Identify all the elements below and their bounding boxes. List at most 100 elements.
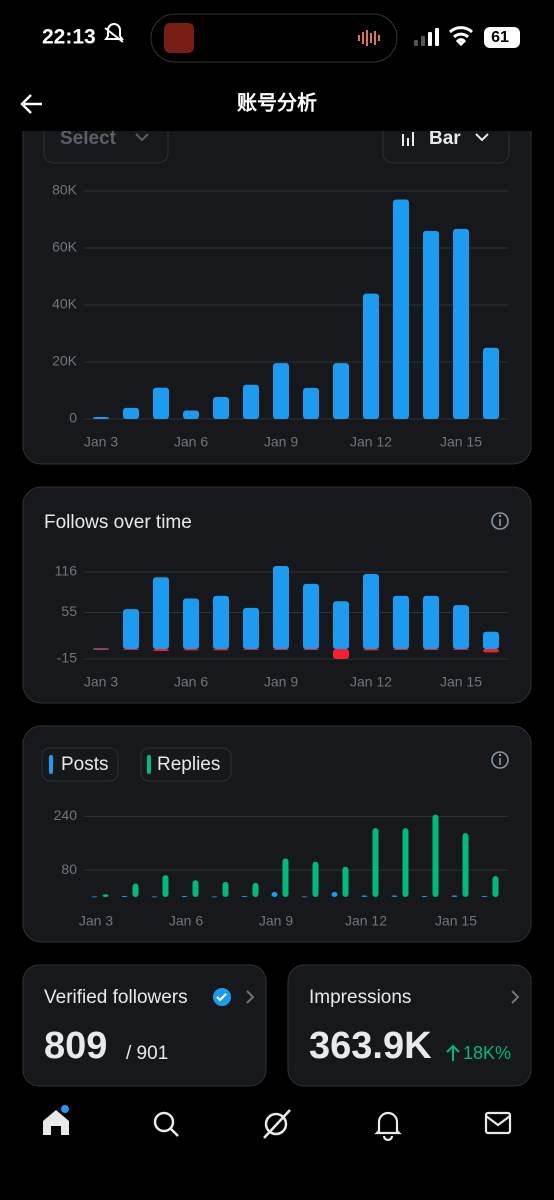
- card[interactable]: [287, 964, 532, 1087]
- info-icon[interactable]: [491, 512, 509, 530]
- bar: [331, 891, 338, 897]
- bar: [273, 649, 289, 651]
- legend-item[interactable]: [41, 747, 119, 782]
- bar: [361, 895, 368, 897]
- bar: [213, 649, 229, 651]
- bar: [363, 649, 379, 651]
- bar: [102, 894, 109, 897]
- bar: [213, 397, 229, 419]
- x-tick-label: Jan 6: [174, 434, 208, 450]
- y-tick-label: 240: [54, 807, 78, 823]
- chevron: [511, 990, 520, 1004]
- dynamic-island: [150, 13, 398, 63]
- bar: [423, 230, 439, 419]
- y-tick-label: 55: [61, 603, 77, 619]
- legend-label: Posts: [61, 754, 109, 775]
- x-tick-label: Jan 15: [440, 674, 482, 690]
- chart-type-label: Bar: [429, 128, 461, 149]
- bar: [303, 583, 319, 650]
- card-value: 809: [44, 1025, 107, 1067]
- chevron: [475, 133, 489, 142]
- card-title: Impressions: [309, 987, 411, 1008]
- bar: [453, 649, 469, 651]
- bar: [211, 896, 218, 898]
- bar: [93, 649, 109, 651]
- x-tick-label: Jan 9: [259, 913, 293, 929]
- x-tick-label: Jan 3: [84, 674, 118, 690]
- legend-label: Replies: [157, 754, 220, 775]
- bar: [123, 609, 139, 650]
- x-tick-label: Jan 12: [350, 434, 392, 450]
- wifi-icon: [448, 26, 474, 47]
- legend-item[interactable]: [140, 747, 232, 782]
- bar: [333, 601, 349, 650]
- x-tick-label: Jan 9: [264, 434, 298, 450]
- bar: [213, 595, 229, 650]
- x-tick-label: Jan 3: [79, 913, 113, 929]
- range-select-label: Select: [60, 128, 117, 149]
- card[interactable]: [22, 964, 267, 1087]
- bar: [183, 649, 199, 651]
- card-total: / 901: [126, 1043, 168, 1064]
- audio-wave: [358, 30, 380, 46]
- bar: [393, 595, 409, 650]
- status-time: 22:13: [42, 26, 96, 49]
- bar: [393, 649, 409, 651]
- nav-messages[interactable]: [484, 1111, 512, 1135]
- bar: [483, 347, 499, 419]
- bar: [363, 293, 379, 419]
- bar: [243, 649, 259, 651]
- y-tick-label: 80K: [52, 182, 78, 198]
- bar: [123, 649, 139, 651]
- legend-swatch: [147, 755, 151, 774]
- bar: [481, 895, 488, 897]
- bar: [183, 410, 199, 419]
- bar: [301, 896, 308, 898]
- info-icon[interactable]: [491, 751, 509, 769]
- mute-icon: [104, 23, 124, 43]
- bar: [492, 876, 499, 897]
- bar: [132, 883, 139, 897]
- bar: [342, 866, 349, 897]
- legend-swatch: [49, 755, 53, 774]
- bar: [93, 417, 109, 419]
- bar: [282, 858, 289, 897]
- bar: [312, 861, 319, 897]
- y-tick-label: 80: [61, 861, 77, 877]
- bar-icon: [402, 132, 414, 146]
- y-tick-label: 116: [55, 563, 78, 579]
- bar: [153, 387, 169, 419]
- y-tick-label: -15: [57, 650, 77, 666]
- bar: [252, 882, 259, 897]
- bar: [91, 896, 98, 898]
- y-tick-label: 60K: [52, 239, 78, 255]
- bar: [153, 577, 169, 650]
- chevron: [135, 133, 149, 142]
- up-arrow: [446, 1044, 460, 1061]
- y-tick-label: 0: [69, 410, 77, 426]
- nav-notifications[interactable]: [374, 1111, 402, 1142]
- bar: [423, 649, 439, 651]
- bar: [333, 363, 349, 419]
- bar: [423, 595, 439, 650]
- back-button[interactable]: [20, 94, 42, 114]
- bar: [421, 895, 428, 897]
- bar: [432, 814, 439, 897]
- nav-grok[interactable]: [263, 1109, 291, 1139]
- x-tick-label: Jan 3: [84, 434, 118, 450]
- bar: [153, 649, 169, 652]
- bar: [222, 881, 229, 897]
- bar: [303, 387, 319, 419]
- bar: [333, 649, 349, 659]
- bar: [123, 407, 139, 419]
- bar: [363, 573, 379, 650]
- x-tick-label: Jan 12: [350, 674, 392, 690]
- x-tick-label: Jan 6: [169, 913, 203, 929]
- bar: [303, 649, 319, 651]
- nav-search[interactable]: [153, 1111, 179, 1137]
- card-value: 363.9K: [309, 1025, 432, 1067]
- bar: [453, 605, 469, 650]
- bar: [243, 607, 259, 650]
- nav-home[interactable]: [43, 1110, 69, 1135]
